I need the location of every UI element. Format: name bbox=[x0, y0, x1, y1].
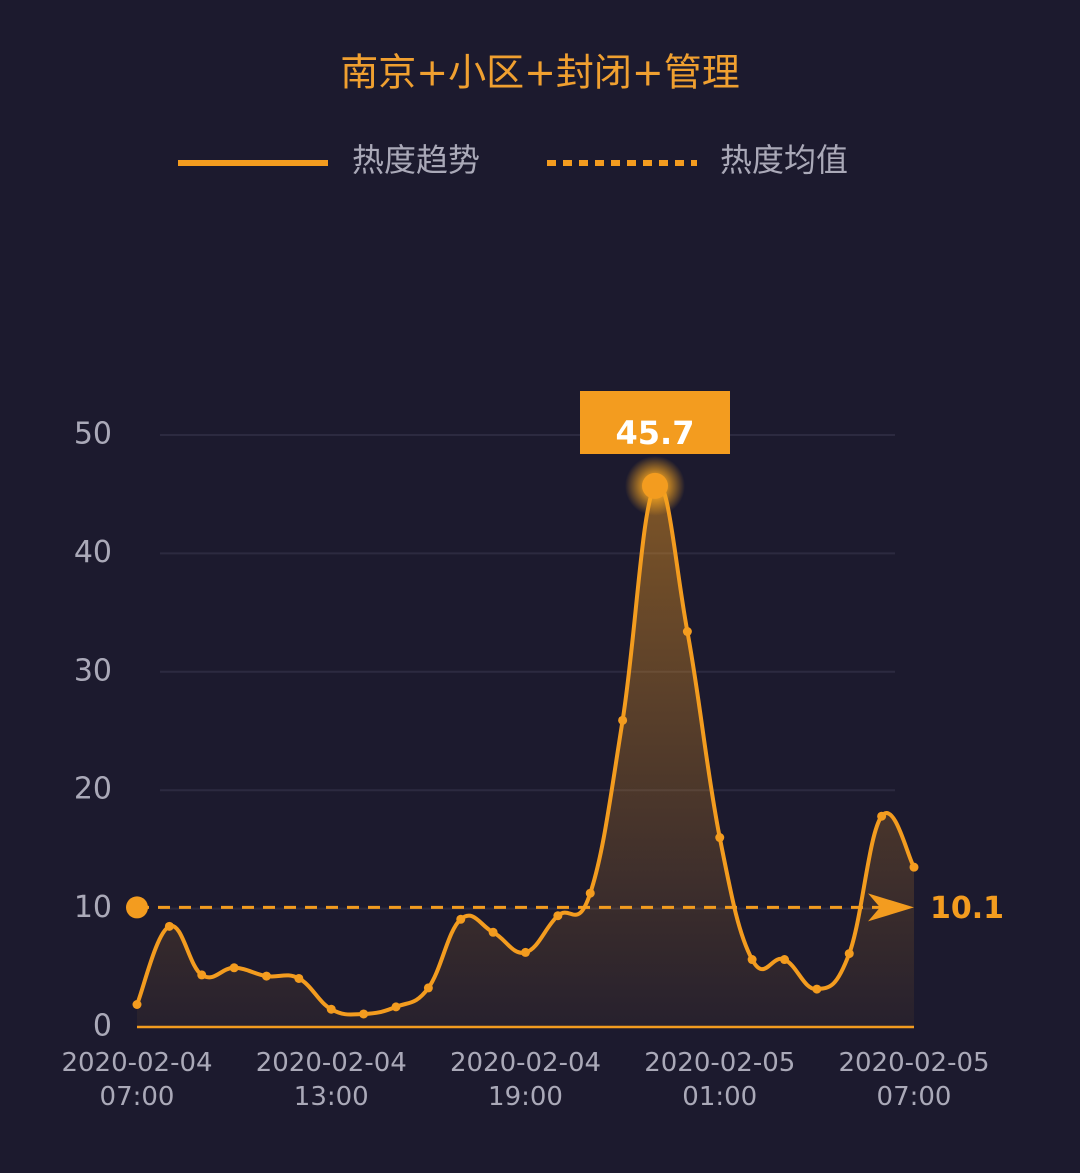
y-tick-label: 30 bbox=[74, 653, 112, 688]
x-tick-label: 2020-02-05 01:00 bbox=[644, 1048, 795, 1112]
point bbox=[229, 963, 239, 973]
peak-box bbox=[580, 391, 730, 454]
x-tick-label: 2020-02-04 19:00 bbox=[450, 1048, 601, 1112]
point bbox=[164, 921, 174, 931]
area bbox=[137, 483, 914, 1028]
chart-title: 南京+小区+封闭+管理 bbox=[340, 51, 740, 95]
point bbox=[909, 862, 919, 872]
y-tick-label: 50 bbox=[74, 417, 112, 452]
point bbox=[359, 1009, 369, 1019]
point bbox=[521, 947, 530, 957]
point bbox=[488, 927, 498, 937]
x-tick-label: 2020-02-05 07:00 bbox=[838, 1048, 989, 1112]
y-tick-label: 40 bbox=[74, 535, 112, 570]
point bbox=[132, 1000, 142, 1010]
point bbox=[877, 811, 887, 821]
point bbox=[423, 983, 433, 993]
point bbox=[780, 955, 789, 965]
point bbox=[618, 715, 628, 725]
point bbox=[391, 1002, 401, 1012]
point bbox=[747, 955, 757, 965]
x-tick-label: 2020-02-04 13:00 bbox=[256, 1048, 407, 1112]
point bbox=[715, 833, 725, 843]
peak-dot bbox=[642, 472, 668, 499]
point bbox=[326, 1004, 336, 1014]
point bbox=[553, 911, 563, 921]
y-tick-label: 10 bbox=[74, 890, 112, 925]
point bbox=[812, 984, 822, 994]
point bbox=[682, 627, 692, 637]
legend-label: 热度趋势 bbox=[352, 141, 480, 179]
y-tick-label: 20 bbox=[74, 772, 112, 807]
point bbox=[844, 949, 854, 959]
mean-label: 10.1 bbox=[930, 891, 1004, 926]
point bbox=[294, 973, 304, 983]
mean-arrow bbox=[868, 893, 914, 922]
point bbox=[585, 888, 595, 898]
point bbox=[197, 970, 207, 980]
x-tick-label: 2020-02-04 07:00 bbox=[61, 1048, 212, 1112]
peak-label: 45.7 bbox=[616, 414, 695, 452]
mean-start bbox=[126, 896, 148, 919]
point bbox=[456, 914, 466, 924]
point bbox=[262, 971, 271, 981]
y-tick-label: 0 bbox=[93, 1009, 112, 1044]
legend-label: 热度均值 bbox=[720, 141, 848, 179]
